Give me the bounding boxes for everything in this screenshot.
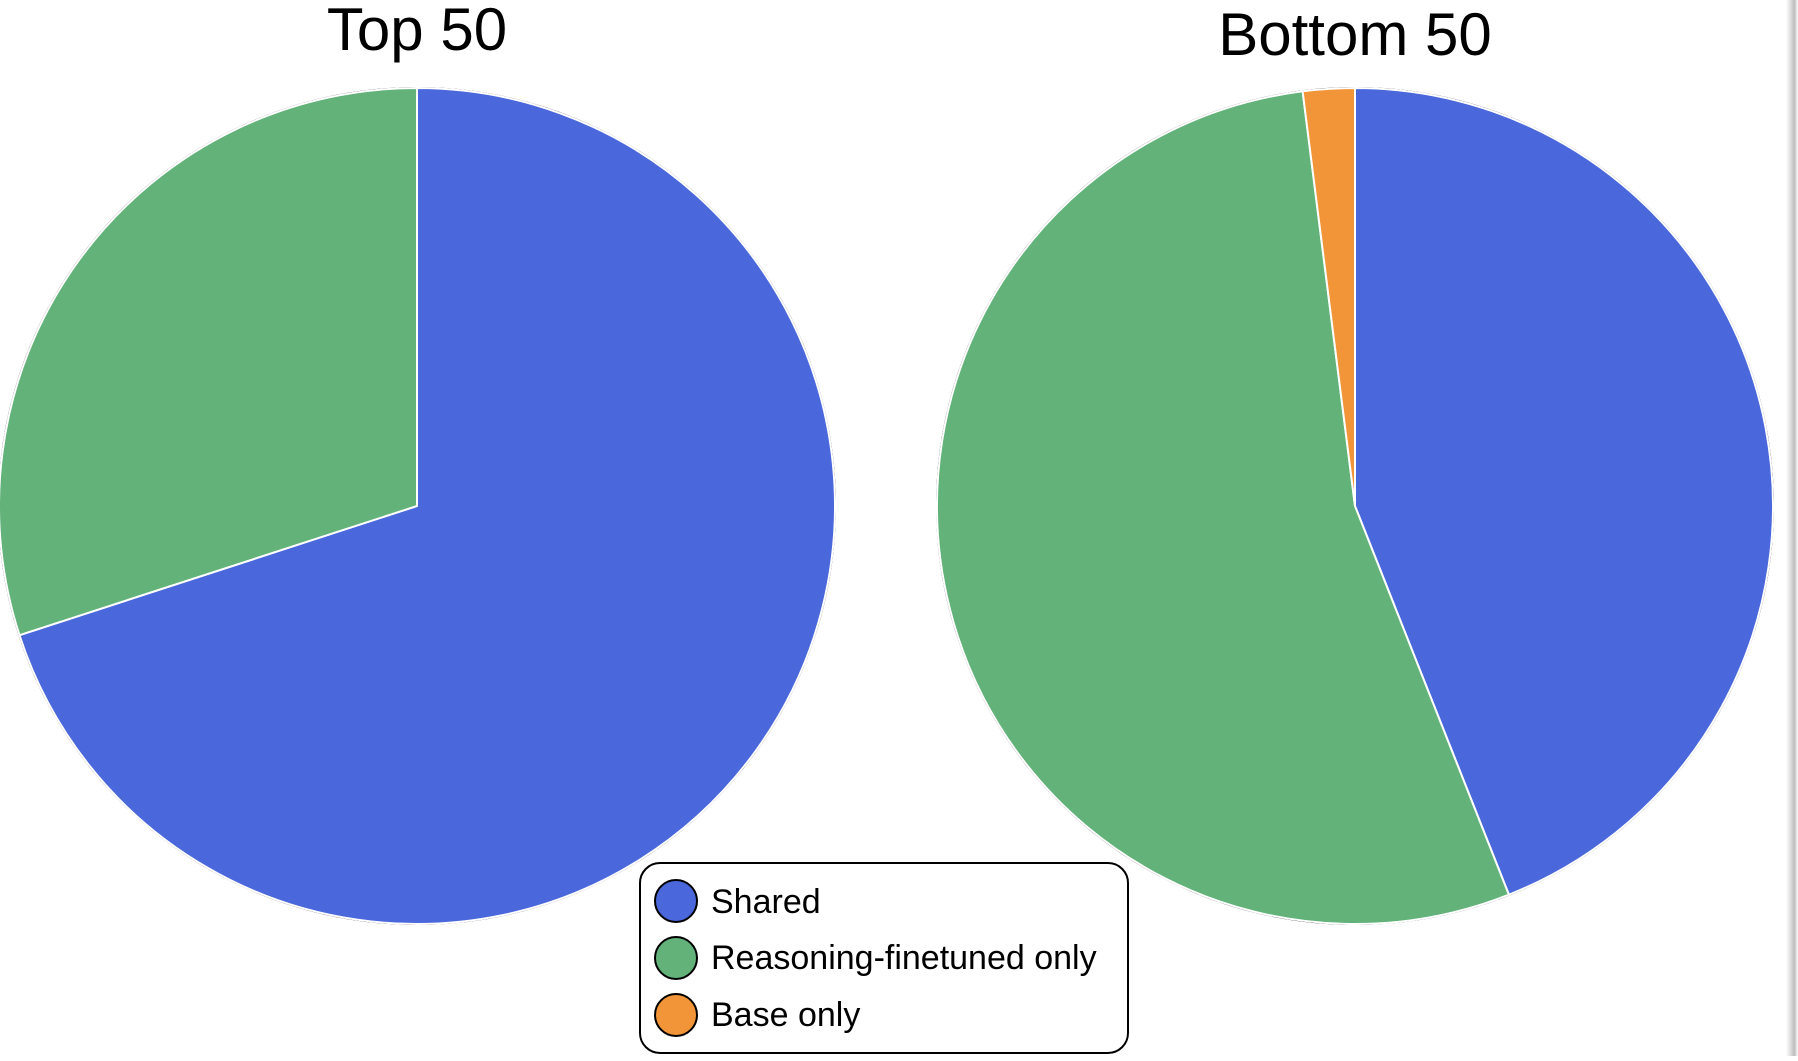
pie-chart-bottom-50: Bottom 50 — [936, 1, 1774, 925]
legend-swatch-shared — [654, 879, 698, 923]
legend-item-reasoning-finetuned-only: Reasoning-finetuned only — [654, 936, 1097, 980]
window-frame-edge — [1786, 0, 1798, 1056]
legend-item-shared: Shared — [654, 879, 821, 923]
legend-label-reasoning-finetuned-only: Reasoning-finetuned only — [711, 939, 1097, 977]
chart-title-bottom-50: Bottom 50 — [1218, 1, 1492, 68]
pie-slice-top-50-shared — [18, 87, 836, 925]
chart-title-top-50: Top 50 — [327, 0, 507, 63]
pie-slice-bottom-50-base-only — [1301, 87, 1356, 507]
legend-label-base-only: Base only — [711, 996, 860, 1034]
pie-slice-bottom-50-shared — [1354, 87, 1774, 896]
legend-swatch-base-only — [654, 993, 698, 1037]
pie-slice-bottom-50-reasoning-finetuned-only — [936, 90, 1510, 925]
legend-label-shared: Shared — [711, 883, 821, 921]
pie-slice-top-50-reasoning-finetuned-only — [0, 87, 418, 637]
legend-swatch-reasoning-finetuned-only — [654, 936, 698, 980]
legend: Shared Reasoning-finetuned only Base onl… — [639, 862, 1129, 1054]
legend-box — [639, 862, 1129, 1054]
pie-chart-top-50: Top 50 — [0, 0, 836, 925]
legend-item-base-only: Base only — [654, 993, 860, 1037]
